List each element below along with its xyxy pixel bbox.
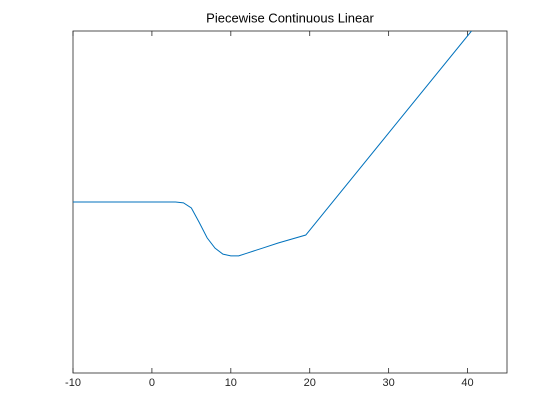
x-tick-label: 30 <box>383 377 395 389</box>
line-series <box>73 31 472 257</box>
x-tick-label: 20 <box>304 377 316 389</box>
x-tick-label: 0 <box>149 377 155 389</box>
x-tick-label: -10 <box>65 377 81 389</box>
x-tick-label: 10 <box>225 377 237 389</box>
x-tick-label: 40 <box>461 377 473 389</box>
chart-title: Piecewise Continuous Linear <box>206 10 374 25</box>
